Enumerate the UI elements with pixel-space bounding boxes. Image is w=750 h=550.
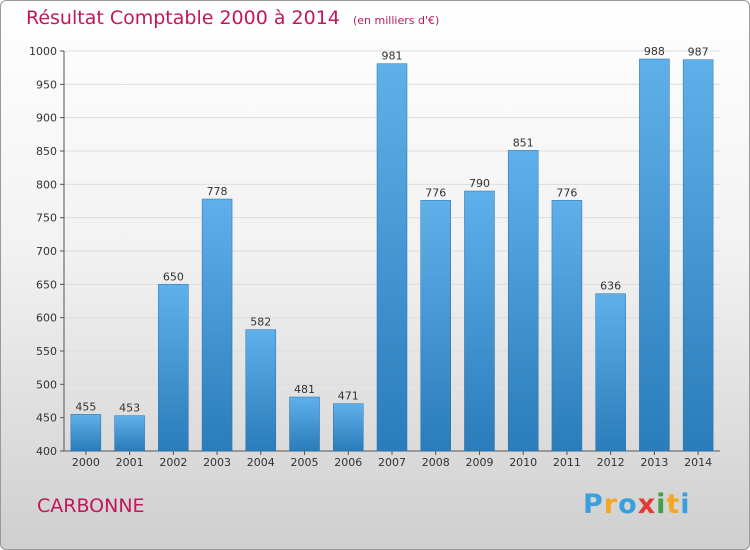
logo-letter: o — [618, 489, 638, 520]
x-tick-label-2012: 2012 — [597, 456, 625, 469]
bar-2011 — [551, 200, 583, 452]
x-tick-label-2001: 2001 — [116, 456, 144, 469]
logo-letter: i — [656, 489, 667, 520]
y-tick-label: 750 — [36, 212, 57, 225]
y-tick-label: 550 — [36, 345, 57, 358]
data-label-2012: 636 — [600, 280, 621, 293]
chart-title: Résultat Comptable 2000 à 2014 — [26, 7, 340, 29]
x-tick-label-2014: 2014 — [684, 456, 712, 469]
data-label-2003: 778 — [207, 185, 228, 198]
y-tick-label: 450 — [36, 412, 57, 425]
x-tick-label-2008: 2008 — [422, 456, 450, 469]
x-tick-label-2000: 2000 — [72, 456, 100, 469]
logo-letter: r — [603, 489, 619, 520]
x-tick-label-2011: 2011 — [553, 456, 581, 469]
data-label-2002: 650 — [163, 270, 184, 283]
bar-2009 — [464, 190, 495, 452]
y-tick-label: 800 — [36, 178, 57, 191]
logo-letter: i — [680, 489, 691, 520]
data-label-2008: 776 — [425, 186, 446, 199]
y-tick-label: 850 — [36, 145, 57, 158]
y-tick-label: 1000 — [29, 45, 57, 58]
y-tick-label: 600 — [36, 312, 57, 325]
bar-2003 — [201, 198, 233, 452]
bar-2005 — [289, 396, 320, 452]
data-label-2000: 455 — [75, 400, 96, 413]
bar-2008 — [420, 200, 451, 452]
x-tick-label-2013: 2013 — [640, 456, 668, 469]
logo-letter: x — [637, 489, 657, 520]
bars — [70, 58, 714, 452]
bar-2007 — [376, 63, 408, 452]
x-tick-label-2009: 2009 — [465, 456, 493, 469]
x-tick-label-2006: 2006 — [334, 456, 362, 469]
data-label-2010: 851 — [513, 136, 534, 149]
data-label-2009: 790 — [469, 177, 490, 190]
bar-2006 — [333, 403, 364, 452]
data-label-2011: 776 — [556, 186, 577, 199]
bar-2013 — [639, 58, 670, 452]
y-tick-label: 700 — [36, 245, 57, 258]
logo-letter: t — [666, 489, 681, 520]
bar-2001 — [114, 415, 145, 452]
data-label-2005: 481 — [294, 383, 315, 396]
y-tick-label: 950 — [36, 78, 57, 91]
data-label-2006: 471 — [338, 390, 359, 403]
y-tick-label: 650 — [36, 278, 57, 291]
data-label-2014: 987 — [688, 46, 709, 59]
x-tick-label-2002: 2002 — [159, 456, 187, 469]
x-tick-label-2003: 2003 — [203, 456, 231, 469]
chart-subtitle: (en milliers d'€) — [352, 14, 440, 27]
data-label-2013: 988 — [644, 45, 665, 58]
bar-2004 — [245, 329, 277, 452]
commune-name: CARBONNE — [37, 495, 145, 517]
bar-2014 — [682, 59, 714, 452]
data-label-2004: 582 — [250, 316, 271, 329]
y-tick-label: 500 — [36, 378, 57, 391]
y-tick-label: 900 — [36, 112, 57, 125]
title-row: Résultat Comptable 2000 à 2014 (en milli… — [26, 7, 439, 29]
logo-letter: P — [583, 489, 604, 520]
x-tick-label-2010: 2010 — [509, 456, 537, 469]
x-tick-label-2005: 2005 — [291, 456, 319, 469]
x-tick-label-2004: 2004 — [247, 456, 275, 469]
bar-2012 — [595, 293, 626, 452]
bar-2010 — [507, 150, 539, 452]
data-label-2007: 981 — [382, 50, 403, 63]
labels: 400 450 500 550 600 650 700 750 800 850 900 950 1000… — [29, 45, 712, 469]
y-tick-label: 400 — [36, 445, 57, 458]
proxiti-logo: Proxiti — [583, 489, 691, 520]
x-tick-label-2007: 2007 — [378, 456, 406, 469]
bar-2000 — [70, 414, 102, 452]
bar-2002 — [158, 284, 189, 452]
data-label-2001: 453 — [119, 402, 140, 415]
